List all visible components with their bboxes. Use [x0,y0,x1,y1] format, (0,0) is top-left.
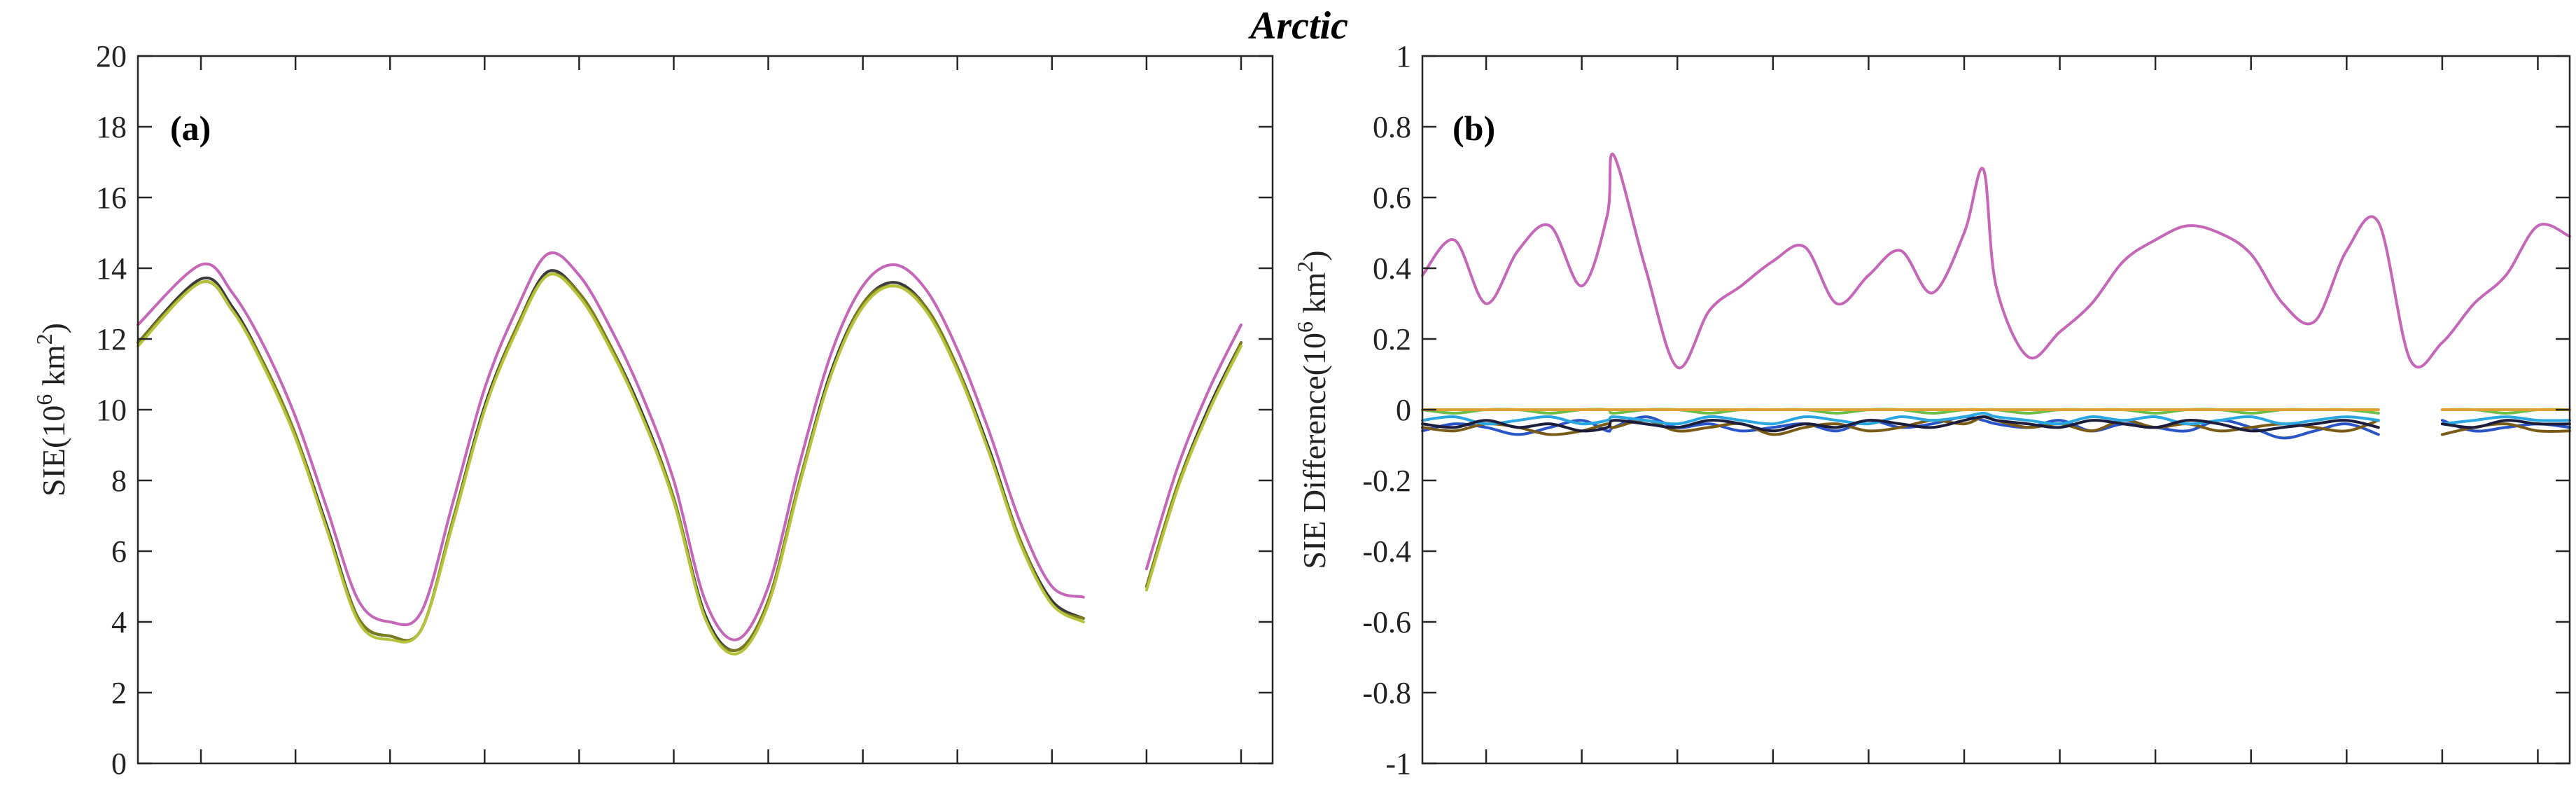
panel-b-ytick-label: 0.6 [1373,181,1411,215]
panel-a-ytick-label: 20 [96,39,127,74]
panel-a-ytick-label: 4 [111,605,127,639]
panel-b-series-line-5 [1421,415,2571,433]
panel-a-ytick-label: 16 [96,181,127,215]
panel-b-ytick-label: -0.8 [1362,676,1411,710]
panel-b-ytick-label: 0.8 [1373,110,1411,144]
panel-b-ytick-label: -0.6 [1362,605,1411,639]
panel-b-sie-difference: -1 -0.8 -0.6 -0.4 -0.2 0 0.2 0.4 0.6 0.8 1 (b) SIE… [1292,39,2571,781]
panel-a-series-line-4 [136,272,1242,656]
panel-b-ytick-label: 0.2 [1373,322,1411,356]
panel-a-series-line-1 [136,251,1242,642]
panel-b-ytick-label: -1 [1385,747,1411,781]
panel-b-label: (b) [1452,109,1495,148]
panel-a-ytick-label: 8 [111,464,127,498]
panel-a-ytick-label: 14 [96,251,127,286]
panel-a-ytick-label: 18 [96,110,127,144]
panel-a-series [136,251,1242,656]
panel-b-ytick-label: 0 [1396,393,1411,427]
figure-title: Arctic [1248,4,1348,48]
panel-a-ytick-label: 0 [111,747,127,781]
panel-b-ytick-label: 1 [1396,39,1411,74]
panel-a-ytick-label: 10 [96,393,127,427]
panel-a-axes-frame [136,55,1274,765]
panel-a-ytick-label: 2 [111,676,127,710]
panel-a-ticks: 0 2 4 6 8 10 12 14 16 18 20 [96,39,1273,781]
panel-a-ytick-label: 6 [111,534,127,569]
panel-a-ytick-label: 12 [96,322,127,356]
panel-b-ticks: -1 -0.8 -0.6 -0.4 -0.2 0 0.2 0.4 0.6 0.8 1 [1362,39,2570,781]
panel-b-series-line-1 [1421,152,2571,370]
panel-b-series [1421,152,2571,440]
panel-b-ytick-label: -0.4 [1362,534,1411,569]
panel-a-sie: 0 2 4 6 8 10 12 14 16 18 20 (a) SIE(106 km2) [31,39,1274,781]
panel-b-ytick-label: -0.2 [1362,464,1411,498]
panel-a-label: (a) [170,109,211,148]
panel-b-series-line-4 [1421,412,2571,426]
panel-b-ytick-label: 0.4 [1373,251,1411,286]
panel-b-series-line-3 [1421,415,2571,436]
panel-a-ylabel: SIE(106 km2) [31,323,71,497]
panel-b-ylabel: SIE Difference(106 km2) [1292,250,1332,569]
